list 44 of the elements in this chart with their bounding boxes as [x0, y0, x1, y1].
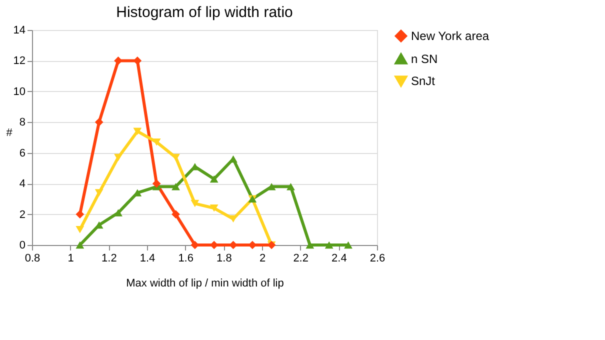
point — [114, 209, 122, 216]
point — [114, 154, 122, 162]
point — [172, 183, 180, 190]
x-axis-title: Max width of lip / min width of lip — [126, 278, 284, 290]
point — [114, 56, 122, 65]
point — [210, 175, 218, 183]
x-tick-label: 1.6 — [178, 252, 194, 264]
y-tick-label: 8 — [19, 116, 26, 129]
point — [76, 210, 84, 218]
x-tick-label: 2.2 — [293, 252, 308, 264]
x-tick-label: 1.8 — [216, 252, 232, 264]
point — [152, 138, 161, 146]
chart-title: Histogram of lip width ratio — [116, 4, 293, 21]
y-tick-label: 4 — [19, 178, 26, 190]
point — [344, 241, 352, 249]
point — [94, 189, 104, 196]
point — [210, 204, 218, 212]
x-tick-label: 1.4 — [140, 252, 156, 264]
point — [286, 183, 295, 190]
point — [94, 118, 104, 126]
x-tick-label: 2.6 — [370, 252, 386, 264]
x-tick-label: 2.4 — [332, 252, 347, 264]
point — [172, 210, 180, 218]
y-tick-label: 6 — [19, 147, 26, 160]
y-tick-label: 14 — [13, 24, 26, 36]
x-tick-label: 0.8 — [24, 252, 40, 264]
x-tick-label: 2 — [259, 252, 266, 264]
y-axis-title: # — [6, 127, 14, 139]
point — [190, 200, 200, 208]
point — [152, 179, 161, 188]
x-tick-label: 1.2 — [102, 252, 117, 264]
point — [76, 241, 84, 249]
legend-label: SnJt — [411, 74, 436, 88]
y-tick-label: 12 — [13, 55, 26, 68]
x-tick-label: 1 — [68, 252, 74, 264]
legend-label: New York area — [411, 29, 490, 43]
y-tick-label: 0 — [19, 240, 26, 252]
point — [133, 128, 142, 135]
point — [306, 241, 314, 249]
legend-label: n SN — [411, 52, 438, 66]
point — [324, 241, 334, 249]
y-tick-label: 2 — [19, 208, 26, 221]
point — [76, 226, 84, 234]
y-tick-label: 10 — [13, 86, 26, 98]
